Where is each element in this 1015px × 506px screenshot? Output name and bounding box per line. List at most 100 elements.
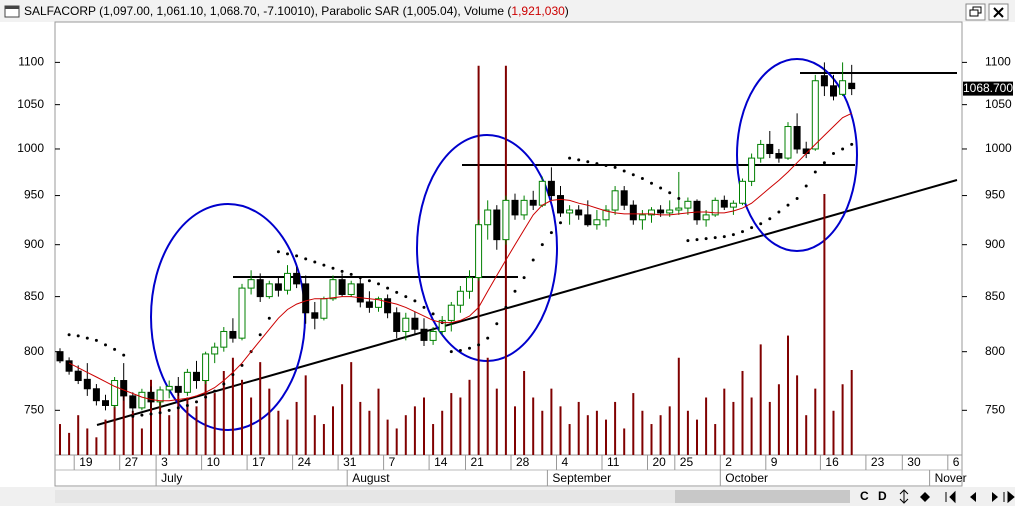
y2-tick-label: 800 xyxy=(985,344,1005,358)
sar-dot xyxy=(176,406,180,410)
candle-body xyxy=(820,75,828,87)
candle-body xyxy=(584,214,592,226)
y2-tick-label: 950 xyxy=(985,188,1005,202)
candle-body xyxy=(238,287,246,339)
candle-body xyxy=(493,209,501,241)
candle-body xyxy=(120,380,128,397)
y-tick-label: 950 xyxy=(24,188,44,202)
candle-body xyxy=(748,157,756,182)
candle-body xyxy=(466,277,473,292)
next-button[interactable] xyxy=(992,492,998,502)
x-tick-label: 9 xyxy=(771,455,778,469)
sar-dot xyxy=(304,257,308,261)
candle-body xyxy=(274,283,282,291)
candle-body xyxy=(784,126,792,159)
highlight-ellipse xyxy=(150,203,306,431)
sar-dot xyxy=(431,312,435,316)
sar-dot xyxy=(276,250,280,254)
x-tick-label: 14 xyxy=(434,455,448,469)
zoom-button[interactable] xyxy=(899,489,909,504)
title-part: SALFACORP (1,097.00, 1,061.10, 1,068.70,… xyxy=(24,4,511,18)
candle-body xyxy=(102,400,109,406)
sar-dot xyxy=(695,238,699,242)
restore-button[interactable] xyxy=(965,3,986,21)
candle-body xyxy=(793,126,801,150)
sar-dot xyxy=(704,237,708,241)
sar-dot xyxy=(386,286,390,290)
y-tick-label: 850 xyxy=(24,289,44,303)
toolbar-button[interactable]: C xyxy=(860,489,869,503)
sar-dot xyxy=(841,147,845,151)
sar-dot xyxy=(522,276,526,280)
x-tick-label: 10 xyxy=(207,455,221,469)
candle-body xyxy=(711,199,719,216)
sar-dot xyxy=(377,282,380,286)
candle-body xyxy=(320,298,328,319)
sar-dot xyxy=(322,263,326,267)
candle-body xyxy=(356,283,364,303)
sar-dot xyxy=(577,158,581,162)
sar-dot xyxy=(122,353,126,357)
prev-button[interactable] xyxy=(970,492,976,502)
x-tick-label: 28 xyxy=(516,455,530,469)
candle-body xyxy=(811,80,819,150)
sar-dot xyxy=(413,299,417,303)
sar-dot xyxy=(640,177,644,181)
candle-body xyxy=(729,202,737,208)
candle-body xyxy=(156,389,164,403)
sar-dot xyxy=(486,336,490,340)
candle-body xyxy=(56,351,64,362)
x-tick-label: 2 xyxy=(725,455,732,469)
chart-title: SALFACORP (1,097.00, 1,061.10, 1,068.70,… xyxy=(24,4,569,18)
month-label: October xyxy=(725,471,768,485)
close-button[interactable] xyxy=(988,3,1009,21)
last-button[interactable] xyxy=(1003,490,1015,504)
x-tick-label: 7 xyxy=(389,455,396,469)
sar-dot xyxy=(477,343,481,347)
candle-body xyxy=(511,199,519,216)
candle-body xyxy=(602,209,610,221)
y2-tick-label: 1100 xyxy=(985,55,1011,69)
candle-body xyxy=(757,143,765,159)
x-tick-label: 23 xyxy=(871,455,885,469)
candle-body xyxy=(147,391,155,403)
trend-line xyxy=(96,179,958,426)
sar-dot xyxy=(76,334,80,338)
candle-body xyxy=(211,346,219,355)
candle-body xyxy=(265,283,273,298)
scrollbar-thumb[interactable] xyxy=(675,490,850,503)
candle-body xyxy=(111,380,119,406)
candle-body xyxy=(338,279,346,295)
center-button[interactable] xyxy=(920,492,930,502)
candle-body xyxy=(429,330,437,341)
candle-body xyxy=(193,371,200,382)
highlight-ellipse xyxy=(736,58,858,252)
candle-body xyxy=(529,199,537,206)
sar-dot xyxy=(677,196,681,200)
sar-dot xyxy=(331,266,335,270)
x-tick-label: 3 xyxy=(161,455,168,469)
sar-dot xyxy=(750,226,754,230)
sar-dot xyxy=(668,191,672,195)
y-tick-label: 1050 xyxy=(17,97,44,111)
candle-body xyxy=(720,199,728,208)
candle-body xyxy=(65,360,73,372)
candle-body xyxy=(657,209,665,214)
sar-dot xyxy=(549,231,553,235)
candle-body xyxy=(329,279,337,300)
sar-dot xyxy=(495,322,499,326)
sar-dot xyxy=(568,156,572,160)
candle-body xyxy=(92,388,100,402)
sar-dot xyxy=(504,305,508,309)
sar-dot xyxy=(604,163,608,167)
toolbar-button[interactable]: D xyxy=(878,489,887,503)
first-button[interactable] xyxy=(945,490,956,504)
candle-body xyxy=(365,301,373,308)
y2-tick-label: 750 xyxy=(985,402,1005,416)
sar-dot xyxy=(804,184,808,188)
sar-dot xyxy=(358,276,362,280)
candle-body xyxy=(620,190,628,206)
candle-body xyxy=(629,204,637,221)
sar-dot xyxy=(222,382,226,386)
sar-dot xyxy=(113,347,117,351)
